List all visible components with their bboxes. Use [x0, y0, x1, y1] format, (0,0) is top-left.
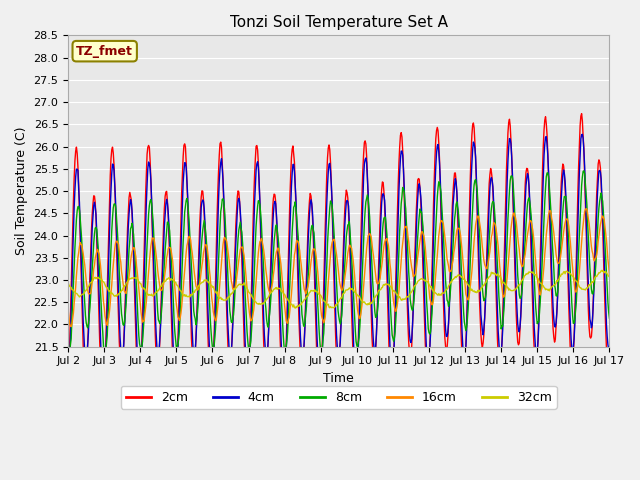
32cm	[598, 267, 605, 273]
8cm	[207, 328, 215, 334]
4cm	[605, 345, 613, 350]
8cm	[437, 190, 445, 196]
4cm	[579, 132, 586, 137]
2cm	[331, 314, 339, 320]
2cm	[437, 213, 445, 218]
4cm	[183, 180, 191, 185]
Legend: 2cm, 4cm, 8cm, 16cm, 32cm: 2cm, 4cm, 8cm, 16cm, 32cm	[121, 386, 557, 409]
2cm	[557, 195, 564, 201]
4cm	[316, 381, 324, 387]
Line: 4cm: 4cm	[68, 134, 609, 384]
8cm	[184, 200, 191, 206]
32cm	[437, 292, 445, 298]
Line: 32cm: 32cm	[68, 270, 609, 308]
32cm	[605, 274, 613, 280]
2cm	[605, 348, 613, 354]
8cm	[331, 250, 339, 256]
2cm	[578, 111, 586, 117]
32cm	[64, 280, 72, 286]
16cm	[557, 254, 564, 260]
8cm	[64, 350, 72, 356]
32cm	[183, 294, 191, 300]
4cm	[557, 216, 564, 222]
16cm	[67, 324, 75, 329]
32cm	[384, 281, 392, 287]
16cm	[331, 241, 339, 247]
2cm	[64, 382, 72, 388]
32cm	[291, 305, 299, 311]
32cm	[331, 304, 339, 310]
32cm	[207, 281, 214, 287]
2cm	[207, 383, 214, 389]
16cm	[207, 286, 215, 291]
8cm	[557, 248, 564, 253]
2cm	[316, 397, 323, 403]
Line: 8cm: 8cm	[68, 171, 609, 355]
8cm	[384, 246, 392, 252]
Title: Tonzi Soil Temperature Set A: Tonzi Soil Temperature Set A	[230, 15, 448, 30]
4cm	[207, 365, 214, 371]
2cm	[183, 179, 191, 184]
16cm	[437, 218, 445, 224]
16cm	[384, 240, 392, 245]
X-axis label: Time: Time	[323, 372, 354, 385]
8cm	[605, 315, 613, 321]
16cm	[605, 272, 613, 278]
4cm	[64, 381, 72, 386]
4cm	[331, 290, 339, 296]
16cm	[184, 240, 191, 245]
32cm	[557, 274, 564, 279]
4cm	[384, 276, 392, 282]
Line: 2cm: 2cm	[68, 114, 609, 400]
2cm	[384, 300, 392, 305]
16cm	[582, 206, 590, 212]
8cm	[65, 352, 73, 358]
Line: 16cm: 16cm	[68, 209, 609, 326]
4cm	[437, 199, 445, 204]
Text: TZ_fmet: TZ_fmet	[76, 45, 133, 58]
Y-axis label: Soil Temperature (C): Soil Temperature (C)	[15, 127, 28, 255]
16cm	[64, 307, 72, 313]
8cm	[580, 168, 588, 174]
